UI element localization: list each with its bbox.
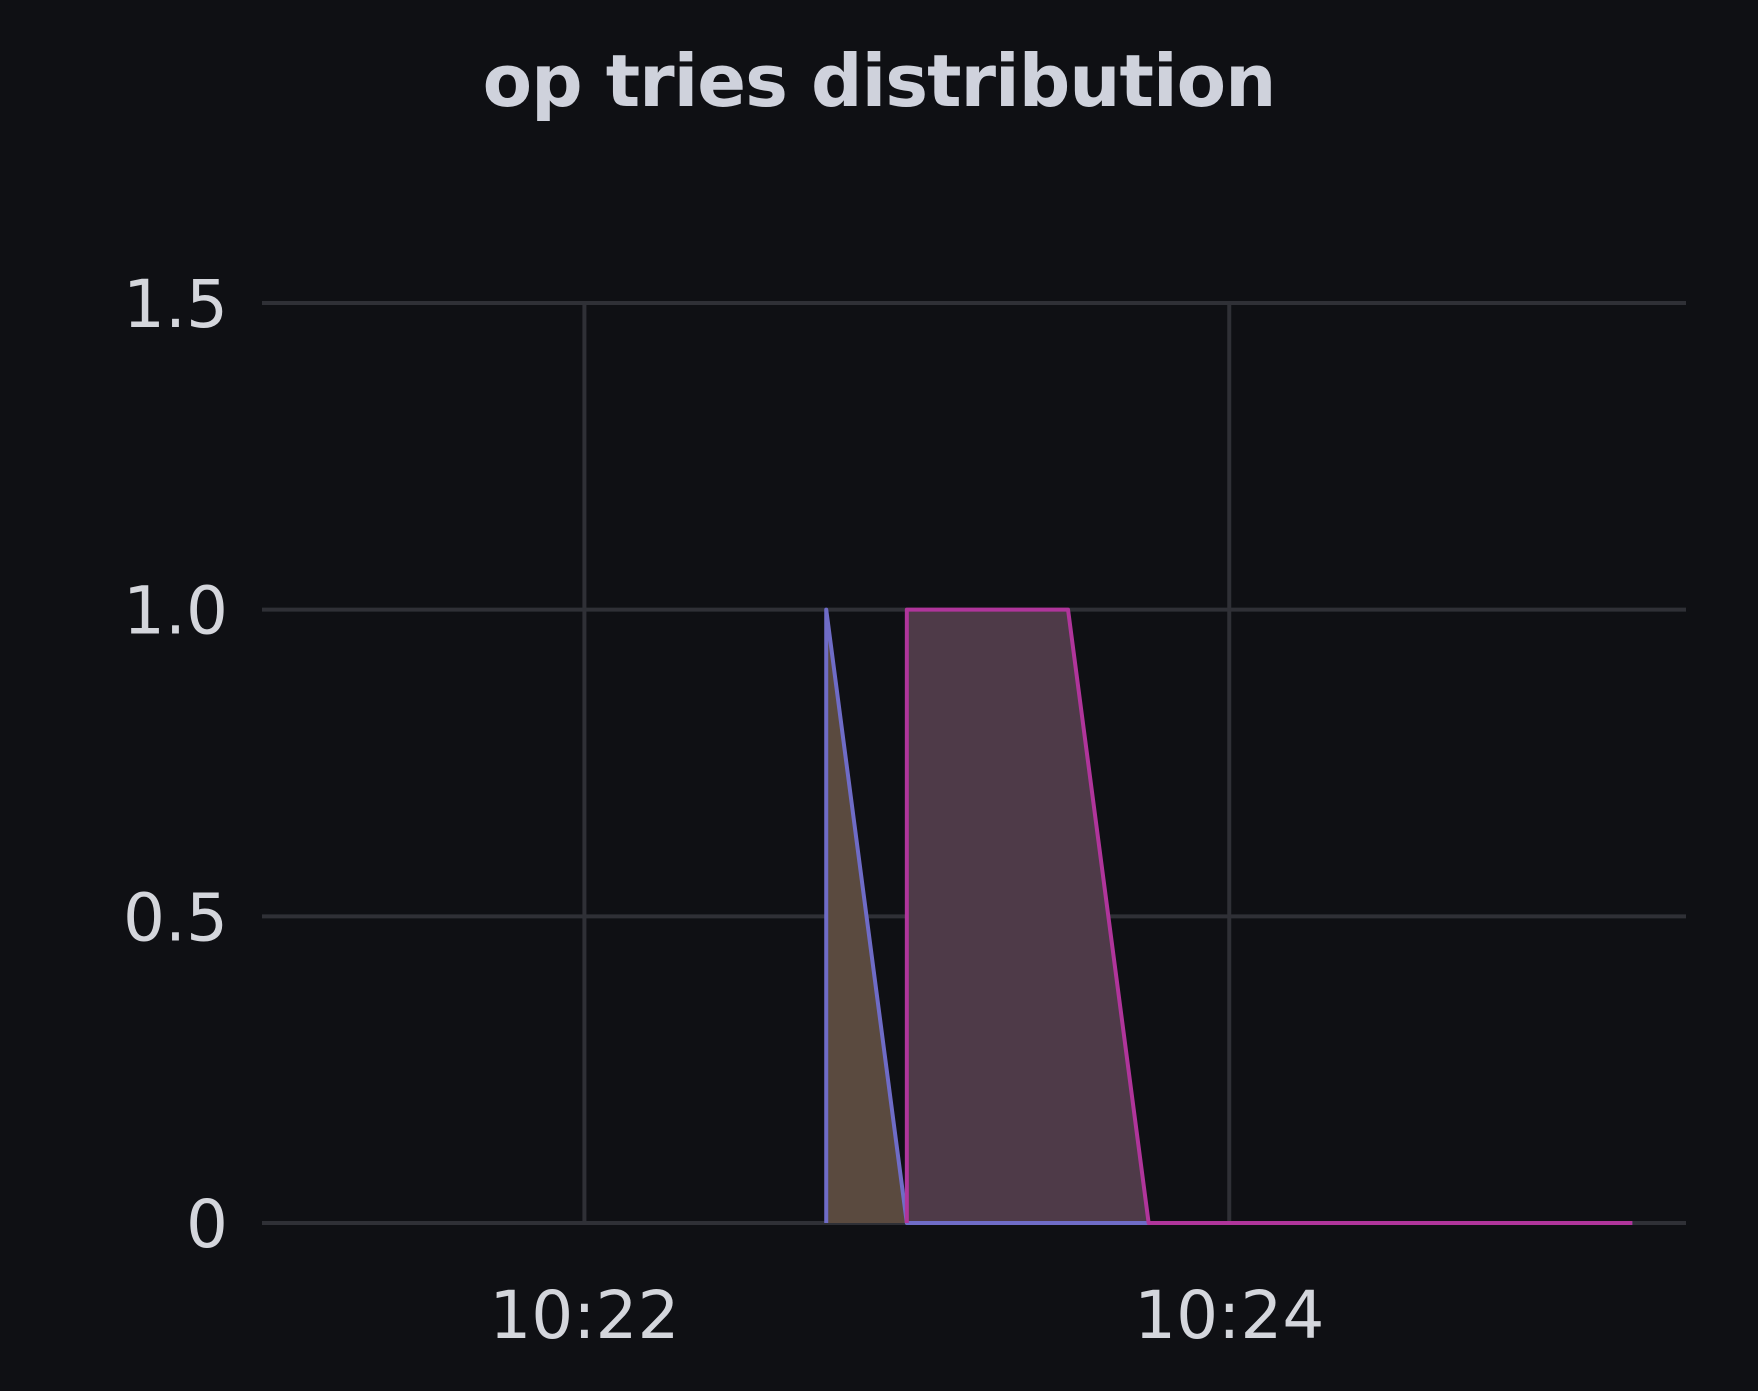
y-tick-label: 0 <box>186 1186 228 1263</box>
y-tick-label: 1.5 <box>123 266 228 343</box>
x-axis-ticks: 10:22 10:24 <box>489 1277 1324 1354</box>
y-tick-label: 0.5 <box>123 879 228 956</box>
area-fills <box>826 609 1633 1223</box>
x-tick-label: 10:22 <box>489 1277 679 1354</box>
series-1-area <box>906 609 1633 1223</box>
series-lines <box>824 607 1633 1225</box>
y-tick-label: 1.0 <box>123 573 228 650</box>
panel-title[interactable]: op tries distribution <box>482 39 1277 123</box>
y-axis-ticks: 0 0.5 1.0 1.5 <box>123 266 228 1263</box>
x-tick-label: 10:24 <box>1134 1277 1324 1354</box>
